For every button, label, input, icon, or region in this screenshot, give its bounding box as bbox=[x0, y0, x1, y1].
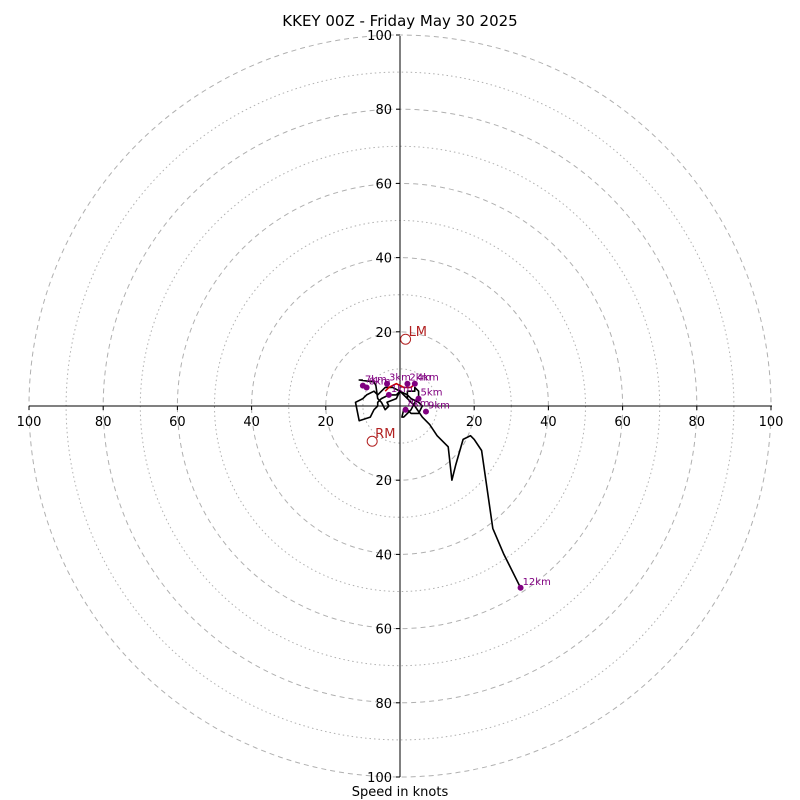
y-tick-label: 60 bbox=[375, 177, 392, 192]
x-tick-label: 20 bbox=[318, 415, 335, 430]
lowlevel-line bbox=[384, 382, 416, 392]
storm-motion-point bbox=[400, 333, 412, 345]
y-tick-label: 100 bbox=[367, 29, 392, 44]
height-marker-point bbox=[359, 382, 366, 389]
y-tick-label: 80 bbox=[375, 103, 392, 118]
height-marker-point bbox=[402, 406, 409, 413]
y-tick-labels: 100 80 60 40 20 20 40 60 80 100 bbox=[367, 29, 400, 786]
y-tick-label: 40 bbox=[375, 252, 392, 267]
height-marker-label: 6km bbox=[369, 376, 391, 387]
height-marker-label: 12km bbox=[523, 577, 551, 588]
height-marker-point bbox=[384, 380, 391, 387]
height-marker-label: 3km bbox=[389, 373, 411, 384]
y-tick-label: 40 bbox=[375, 548, 392, 563]
x-tick-label: 60 bbox=[169, 415, 186, 430]
x-tick-label: 100 bbox=[759, 415, 784, 430]
storm-motion-label: RM bbox=[375, 427, 395, 442]
height-marker-label: 4km bbox=[417, 373, 439, 384]
x-tick-label: 60 bbox=[614, 415, 631, 430]
y-tick-label: 80 bbox=[375, 697, 392, 712]
height-marker-label: 1km bbox=[391, 384, 413, 395]
height-marker-label: 7km bbox=[365, 375, 387, 386]
height-marker-point bbox=[415, 395, 422, 402]
x-tick-label: 100 bbox=[17, 415, 42, 430]
y-tick-label: 20 bbox=[375, 474, 392, 489]
height-marker-label: 9km bbox=[428, 401, 450, 412]
storm-motion-point bbox=[366, 435, 378, 447]
x-tick-label: 80 bbox=[95, 415, 112, 430]
x-tick-label: 20 bbox=[466, 415, 483, 430]
x-tick-label: 40 bbox=[540, 415, 557, 430]
height-marker-label: 8km bbox=[408, 399, 430, 410]
wind-trace bbox=[354, 379, 522, 589]
y-tick-label: 20 bbox=[375, 326, 392, 341]
x-axis-label: Speed in knots bbox=[352, 785, 449, 800]
series-line-0 bbox=[354, 379, 522, 589]
height-marker-point bbox=[411, 380, 418, 387]
axes bbox=[29, 36, 772, 777]
height-marker-label: 5km bbox=[421, 388, 443, 399]
x-tick-label: 80 bbox=[689, 415, 706, 430]
y-tick-label: 100 bbox=[367, 771, 392, 786]
y-tick-label: 60 bbox=[375, 623, 392, 638]
height-marker-point bbox=[385, 391, 392, 398]
height-marker-point bbox=[404, 380, 411, 387]
storm-motion-markers: LM RM bbox=[366, 325, 427, 447]
height-marker-point bbox=[517, 584, 524, 591]
x-tick-label: 40 bbox=[243, 415, 260, 430]
storm-motion-label: LM bbox=[409, 325, 427, 340]
height-marker-point bbox=[422, 408, 429, 415]
height-marker-label: 2km bbox=[409, 373, 431, 384]
chart-title: KKEY 00Z - Friday May 30 2025 bbox=[282, 12, 517, 30]
x-tick-labels: 100 80 60 40 20 20 40 60 80 100 bbox=[17, 406, 784, 430]
